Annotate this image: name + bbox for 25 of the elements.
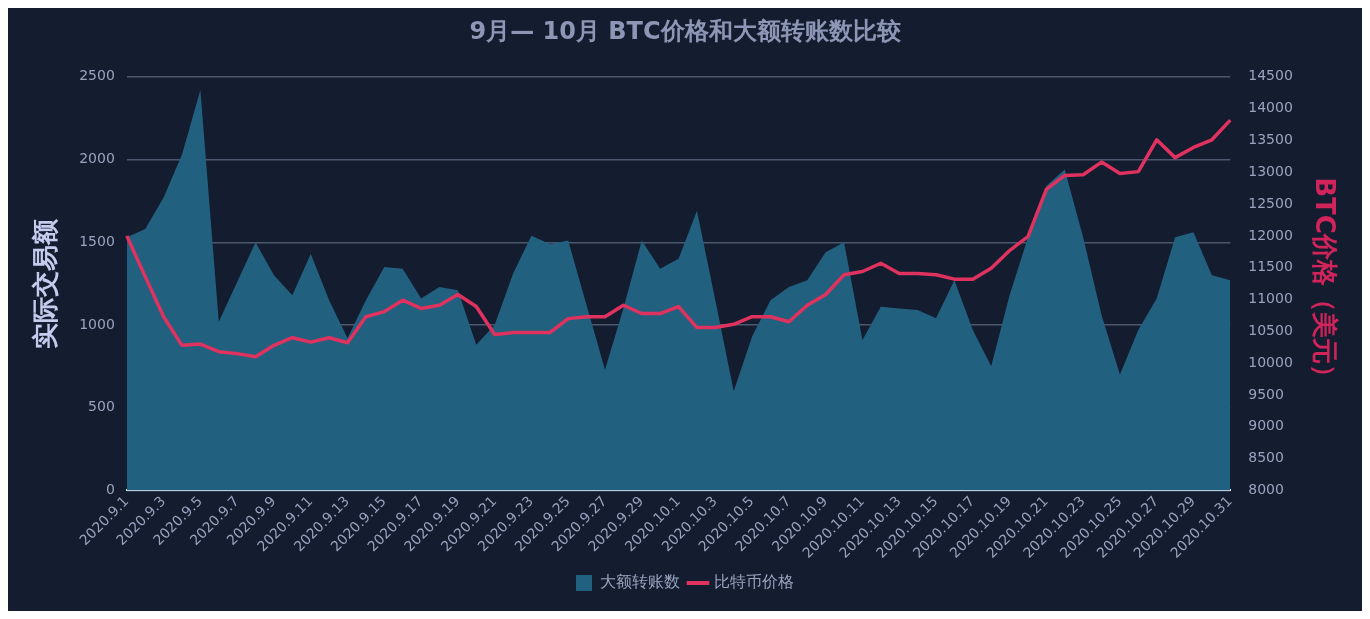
legend-label: 大额转账数 bbox=[600, 572, 680, 592]
y2-axis-title: BTC价格（美元） bbox=[1309, 177, 1340, 390]
y2-tick-label: 10500 bbox=[1248, 321, 1293, 338]
y2-tick-label: 10000 bbox=[1248, 353, 1293, 370]
y2-tick-label: 8500 bbox=[1248, 449, 1284, 466]
y-tick-label: 1500 bbox=[79, 232, 115, 249]
y2-tick-label: 13500 bbox=[1248, 131, 1293, 148]
y2-tick-label: 9000 bbox=[1248, 417, 1284, 434]
y2-tick-label: 14500 bbox=[1248, 67, 1293, 84]
y-tick-label: 2000 bbox=[79, 150, 115, 167]
legend-label: 比特币价格 bbox=[714, 572, 794, 592]
y2-tick-label: 11500 bbox=[1248, 258, 1293, 275]
y2-tick-label: 8000 bbox=[1248, 481, 1284, 498]
y-axis-title: 实际交易额 bbox=[30, 217, 61, 349]
y-tick-label: 2500 bbox=[79, 67, 115, 84]
chart-title: 9月— 10月 BTC价格和大额转账数比较 bbox=[469, 16, 902, 45]
y2-tick-label: 13000 bbox=[1248, 162, 1293, 179]
y2-tick-label: 12500 bbox=[1248, 194, 1293, 211]
y-tick-label: 1000 bbox=[79, 315, 115, 332]
y2-tick-label: 12000 bbox=[1248, 226, 1293, 243]
y2-tick-label: 14000 bbox=[1248, 99, 1293, 116]
y2-tick-label: 11000 bbox=[1248, 290, 1293, 307]
y-tick-label: 0 bbox=[105, 481, 115, 498]
y-tick-label: 500 bbox=[88, 398, 115, 415]
y2-tick-label: 9500 bbox=[1248, 385, 1284, 402]
